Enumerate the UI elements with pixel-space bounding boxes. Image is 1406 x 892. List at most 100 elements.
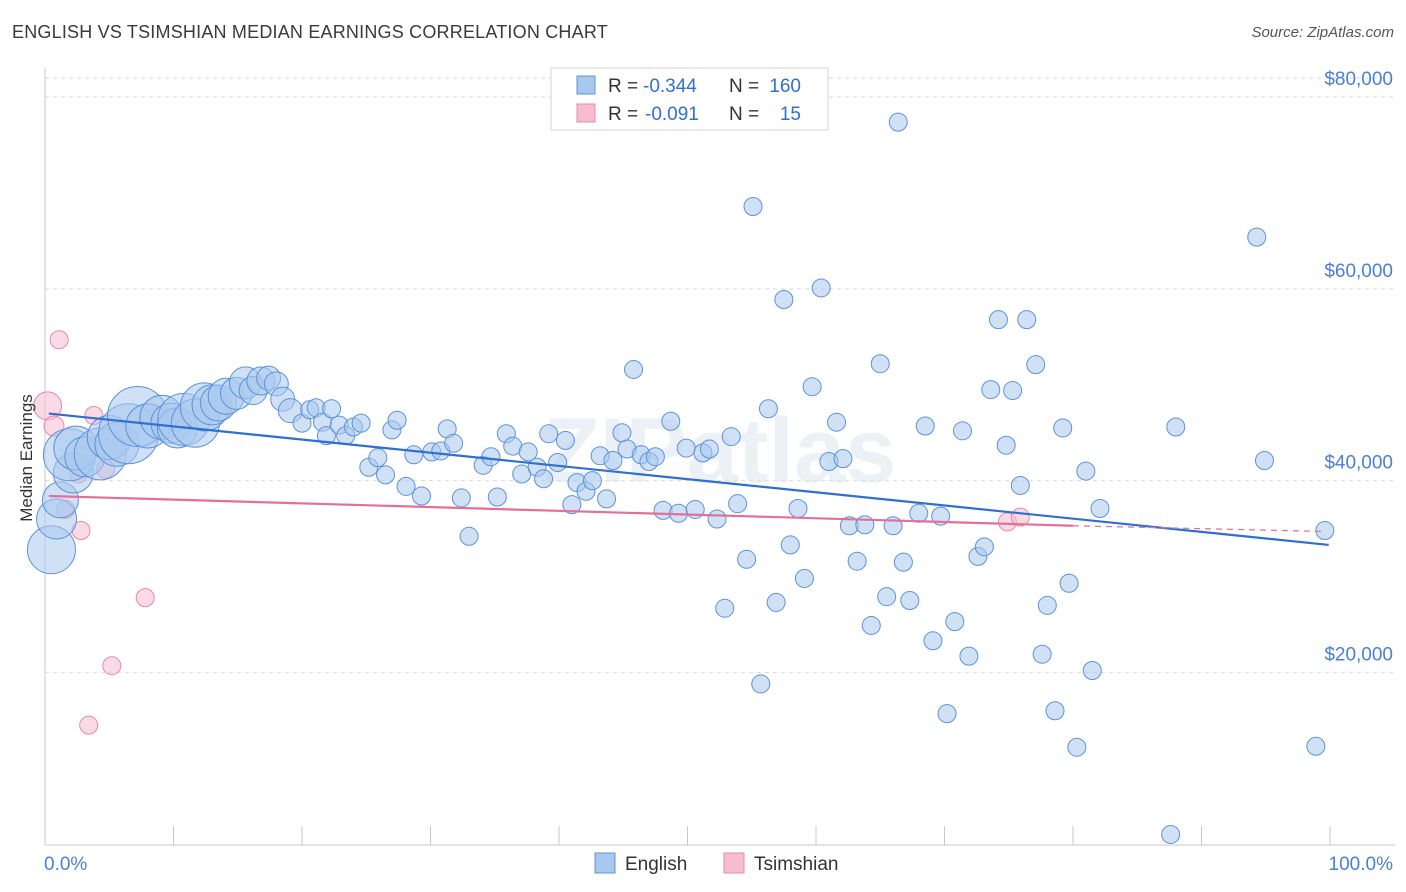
english-point — [661, 411, 681, 431]
chart-title: ENGLISH VS TSIMSHIAN MEDIAN EARNINGS COR… — [12, 22, 608, 42]
series-legend: English Tsimshian — [594, 852, 838, 875]
english-point — [915, 416, 935, 436]
english-point — [351, 413, 371, 433]
english-point — [1306, 736, 1326, 756]
english-point — [1090, 498, 1110, 518]
english-point — [676, 438, 696, 458]
legend-r-label-english: R = — [608, 76, 638, 97]
tsimshian-trend-line — [48, 494, 1074, 527]
english-point — [923, 631, 943, 651]
y-tick-label: $20,000 — [1324, 644, 1393, 665]
legend-n-label-tsimshian: N = — [729, 104, 759, 125]
english-point — [316, 426, 336, 446]
tsimshian-point — [49, 330, 69, 350]
english-point — [612, 423, 632, 443]
english-point — [518, 442, 538, 462]
english-point — [1082, 661, 1102, 681]
english-point — [1166, 417, 1186, 437]
english-point — [737, 549, 757, 569]
english-point — [548, 452, 568, 472]
english-point — [945, 612, 965, 632]
legend-n-label-english: N = — [729, 76, 759, 97]
english-point — [1045, 701, 1065, 721]
english-point — [487, 487, 507, 507]
english-point — [721, 427, 741, 447]
tsimshian-point — [33, 391, 63, 421]
english-point — [959, 646, 979, 666]
english-point — [1017, 310, 1037, 330]
legend-n-value-english: 160 — [769, 76, 801, 97]
legend-r-value-english: -0.344 — [643, 76, 697, 97]
english-point — [1247, 227, 1267, 247]
english-point — [1003, 381, 1023, 401]
english-point — [481, 447, 501, 467]
english-bottom-swatch — [594, 852, 616, 874]
english-point — [645, 447, 665, 467]
english-point — [1010, 475, 1030, 495]
y-tick-label: $60,000 — [1324, 261, 1393, 282]
english-point — [387, 410, 407, 430]
english-point — [1059, 573, 1079, 593]
english-point — [444, 433, 464, 453]
english-point — [788, 498, 808, 518]
english-point — [758, 399, 778, 419]
english-point — [774, 289, 794, 309]
y-tick-label: $40,000 — [1324, 453, 1393, 474]
x-tick-label: 0.0% — [44, 854, 87, 875]
english-point — [562, 495, 582, 515]
english-point — [888, 112, 908, 132]
legend-r-label-tsimshian: R = — [608, 104, 638, 125]
english-point — [1037, 595, 1057, 615]
english-point — [909, 503, 929, 523]
english-point — [794, 568, 814, 588]
english-trend-line — [48, 412, 1329, 547]
english-point — [981, 380, 1001, 400]
english-point — [555, 430, 575, 450]
english-point — [459, 526, 479, 546]
english-point — [861, 615, 881, 635]
english-point — [743, 196, 763, 216]
x-tick-label: 100.0% — [1329, 854, 1394, 875]
english-point — [603, 451, 623, 471]
tsimshian-bottom-label: Tsimshian — [754, 854, 838, 875]
y-tick-label: $80,000 — [1324, 69, 1393, 90]
english-point — [893, 552, 913, 572]
english-point — [451, 488, 471, 508]
english-point — [751, 674, 771, 694]
english-point — [900, 591, 920, 611]
english-point — [597, 489, 617, 509]
english-point — [833, 449, 853, 469]
english-point — [1032, 644, 1052, 664]
english-point — [539, 424, 559, 444]
tsimshian-trend-extension — [1072, 525, 1325, 533]
english-point — [653, 500, 673, 520]
english-point — [1076, 461, 1096, 481]
english-point — [715, 598, 735, 618]
english-point — [322, 399, 342, 419]
english-point — [1254, 451, 1274, 471]
tsimshian-point — [102, 656, 122, 676]
english-point — [870, 354, 890, 374]
english-point — [412, 486, 432, 506]
english-point — [368, 448, 388, 468]
english-legend-swatch — [576, 75, 596, 95]
english-point — [802, 377, 822, 397]
y-axis-label: Median Earnings — [17, 394, 36, 522]
tsimshian-point — [135, 588, 155, 608]
english-point — [937, 704, 957, 724]
english-point — [728, 494, 748, 514]
english-point — [827, 412, 847, 432]
english-point — [404, 445, 424, 465]
english-point — [988, 310, 1008, 330]
english-point — [766, 592, 786, 612]
english-points — [26, 112, 1335, 844]
english-point — [534, 469, 554, 489]
english-point — [1026, 355, 1046, 375]
english-point — [877, 587, 897, 607]
tsimshian-legend-swatch — [576, 103, 596, 123]
stats-legend: R = -0.344 N = 160 R = -0.091 N = 15 — [550, 67, 829, 131]
english-point — [624, 359, 644, 379]
tsimshian-bottom-swatch — [723, 852, 745, 874]
english-point — [996, 435, 1016, 455]
